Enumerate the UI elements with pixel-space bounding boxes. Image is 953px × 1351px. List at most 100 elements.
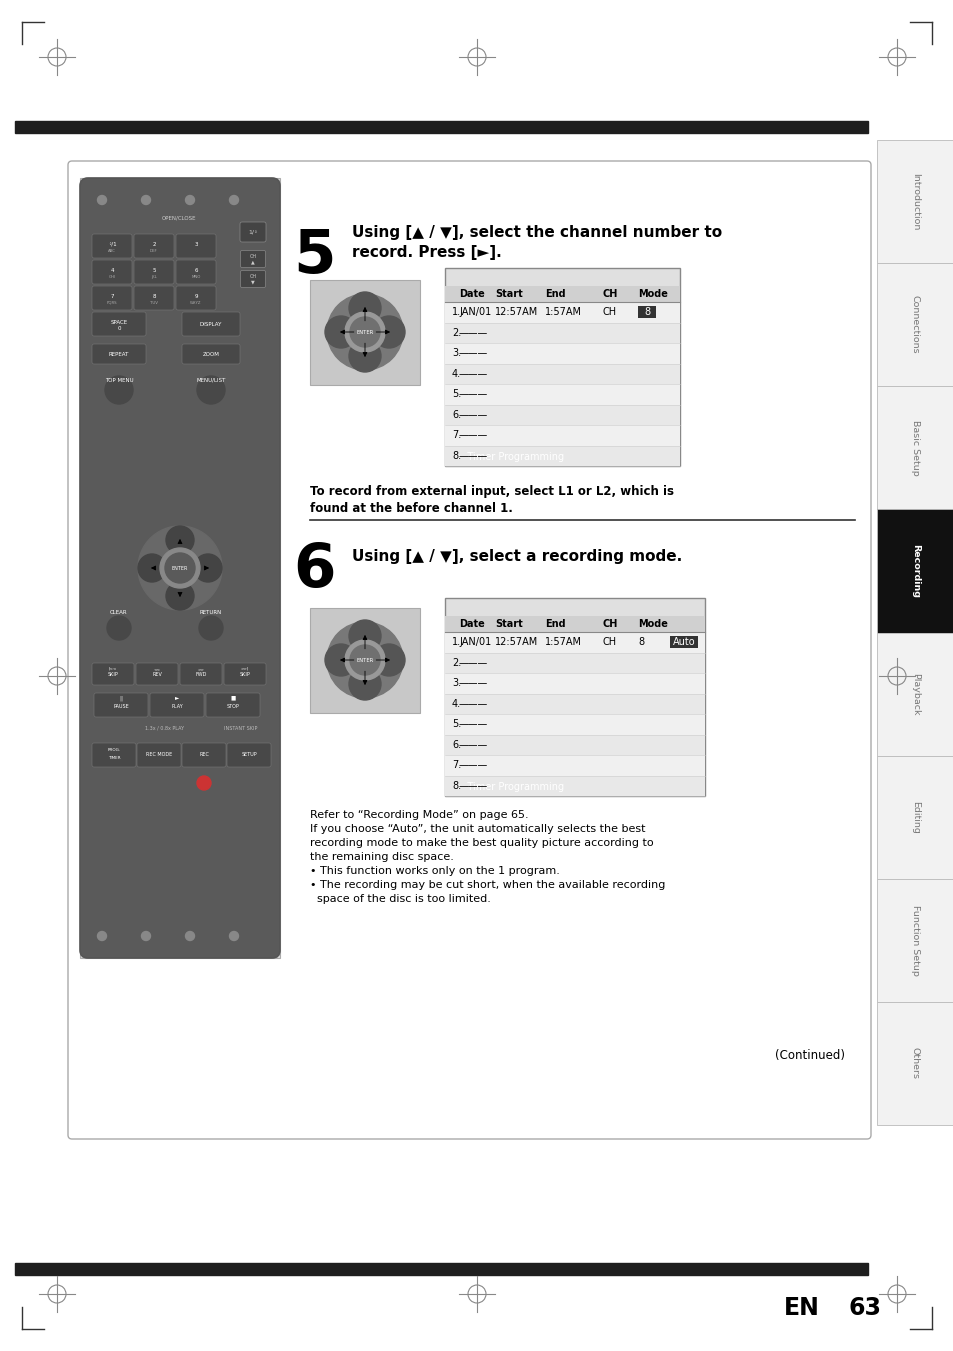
Text: SPACE: SPACE [111, 319, 128, 324]
Text: ENTER: ENTER [356, 658, 374, 662]
FancyBboxPatch shape [224, 663, 266, 685]
Text: Auto: Auto [672, 638, 695, 647]
Text: 5: 5 [152, 267, 155, 273]
Text: ———: ——— [458, 430, 488, 440]
Text: 4.: 4. [452, 369, 460, 378]
Bar [444, 404, 679, 426]
FancyBboxPatch shape [136, 663, 178, 685]
Text: 8: 8 [638, 638, 643, 647]
Text: REPEAT: REPEAT [109, 351, 129, 357]
Text: TIMER: TIMER [108, 757, 120, 761]
Text: Introduction: Introduction [910, 173, 919, 230]
Text: TOP MENU: TOP MENU [105, 377, 133, 382]
Text: DEF: DEF [150, 249, 157, 253]
Text: Start: Start [495, 289, 522, 299]
Text: Playback: Playback [910, 673, 919, 715]
Text: ≡  Timer Programming: ≡ Timer Programming [453, 782, 563, 792]
Text: 1:57AM: 1:57AM [544, 307, 581, 317]
FancyBboxPatch shape [91, 345, 146, 363]
Bar [444, 343, 679, 363]
Circle shape [97, 196, 107, 204]
Circle shape [350, 644, 379, 676]
Text: To record from external input, select L1 or L2, which is: To record from external input, select L1… [310, 485, 673, 499]
FancyBboxPatch shape [68, 161, 870, 1139]
Text: 5.: 5. [452, 389, 460, 400]
Text: 6: 6 [294, 540, 335, 600]
Text: 8: 8 [643, 307, 649, 317]
Text: 8: 8 [152, 293, 155, 299]
Circle shape [138, 526, 222, 611]
Bar [444, 426, 679, 446]
FancyBboxPatch shape [227, 743, 271, 767]
Text: ———: ——— [458, 740, 488, 750]
Text: 1.: 1. [452, 307, 460, 317]
Text: ►: ► [174, 696, 179, 701]
Text: 63: 63 [848, 1296, 882, 1320]
Circle shape [345, 312, 385, 353]
Text: 1.3x / 0.8x PLAY: 1.3x / 0.8x PLAY [145, 725, 184, 731]
Text: 7: 7 [111, 293, 113, 299]
Text: ■: ■ [230, 696, 235, 701]
Text: 3: 3 [194, 242, 197, 246]
Circle shape [107, 616, 131, 640]
Text: 6.: 6. [452, 740, 460, 750]
Text: recording mode to make the best quality picture according to: recording mode to make the best quality … [310, 838, 653, 848]
Text: 4: 4 [111, 267, 113, 273]
Text: Using [▲ / ▼], select the channel number to: Using [▲ / ▼], select the channel number… [352, 226, 721, 240]
Bar [444, 449, 679, 466]
Circle shape [349, 620, 380, 653]
Bar [876, 1002, 953, 1125]
Circle shape [325, 644, 356, 676]
Text: Others: Others [910, 1047, 919, 1079]
Bar [444, 693, 704, 713]
Bar [444, 673, 704, 693]
Text: Date: Date [458, 619, 484, 630]
Text: 3.: 3. [452, 349, 460, 358]
Text: Editing: Editing [910, 801, 919, 834]
Text: Mode: Mode [638, 619, 667, 630]
Text: ENTER: ENTER [172, 566, 188, 570]
Text: RETURN: RETURN [200, 609, 222, 615]
Text: CLEAR: CLEAR [111, 609, 128, 615]
Text: JAN/01: JAN/01 [458, 307, 491, 317]
Text: MNO: MNO [192, 276, 200, 280]
Text: ◦/1: ◦/1 [108, 242, 116, 246]
Text: FWD: FWD [195, 673, 207, 677]
Text: 0: 0 [117, 327, 121, 331]
FancyBboxPatch shape [240, 250, 265, 267]
Text: the remaining disc space.: the remaining disc space. [310, 852, 454, 862]
Text: Using [▲ / ▼], select a recording mode.: Using [▲ / ▼], select a recording mode. [352, 549, 681, 563]
Bar [444, 446, 679, 466]
Bar [444, 653, 704, 673]
Bar [444, 775, 704, 796]
Text: 1/◦: 1/◦ [248, 230, 257, 235]
Text: MENU/LIST: MENU/LIST [196, 377, 226, 382]
Text: 2.: 2. [452, 658, 460, 667]
Text: 5: 5 [294, 227, 335, 286]
FancyBboxPatch shape [91, 259, 132, 284]
Text: 5.: 5. [452, 719, 460, 730]
Bar [444, 598, 704, 796]
Text: EN: EN [783, 1296, 820, 1320]
Text: CH: CH [602, 638, 617, 647]
Circle shape [230, 931, 238, 940]
Text: TUV: TUV [150, 301, 158, 305]
FancyBboxPatch shape [80, 178, 280, 958]
Text: • This function works only on the 1 program.: • This function works only on the 1 prog… [310, 866, 559, 875]
Text: CH
▼: CH ▼ [249, 274, 256, 285]
Text: REC: REC [199, 751, 209, 757]
Circle shape [138, 554, 166, 582]
Text: ≡  Timer Programming: ≡ Timer Programming [453, 453, 563, 462]
FancyBboxPatch shape [91, 743, 136, 767]
Text: (Continued): (Continued) [774, 1048, 844, 1062]
Text: STOP: STOP [227, 704, 239, 708]
Circle shape [373, 316, 405, 349]
Bar [638, 307, 656, 319]
FancyBboxPatch shape [175, 259, 215, 284]
FancyBboxPatch shape [137, 743, 181, 767]
Text: 12:57AM: 12:57AM [495, 307, 537, 317]
Text: ———: ——— [458, 409, 488, 420]
Text: End: End [544, 289, 565, 299]
Text: CH: CH [602, 289, 618, 299]
Text: found at the before channel 1.: found at the before channel 1. [310, 501, 513, 515]
